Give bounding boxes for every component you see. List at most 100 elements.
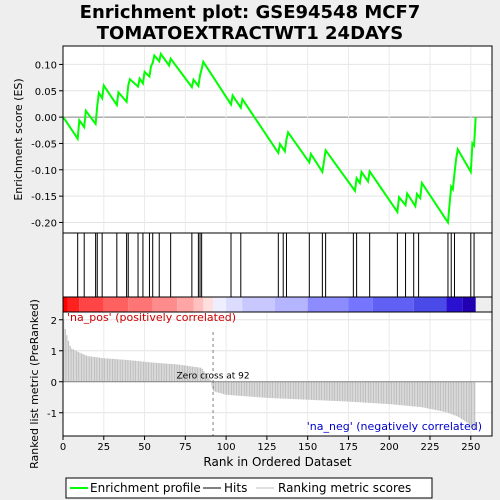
ranking-metric-bar: [157, 362, 159, 382]
rank-color-bar-segment: [446, 297, 463, 312]
ranking-metric-bar: [97, 357, 99, 382]
ranking-metric-bar: [390, 381, 393, 405]
ranking-metric-bar: [323, 381, 326, 401]
ranking-metric-bar: [283, 381, 285, 399]
ranking-metric-bar: [129, 360, 132, 382]
ranking-metric-bar: [191, 366, 194, 382]
ranking-metric-bar: [284, 381, 287, 399]
rank-color-bar-segment: [152, 297, 178, 312]
ranking-metric-bar: [173, 364, 176, 382]
ranking-metric-bar: [262, 381, 264, 398]
ranking-metric-bar: [335, 381, 337, 402]
rank-color-bar-segment: [213, 297, 227, 312]
ranking-metric-bar: [384, 381, 386, 404]
es-axis-label: Enrichment score (ES): [12, 78, 25, 200]
rank-color-bar-segment: [413, 297, 447, 312]
ranking-metric-bar: [111, 358, 114, 382]
ranking-metric-bar: [208, 377, 210, 382]
ranking-metric-bar: [363, 381, 365, 403]
ranking-metric-bar: [379, 381, 381, 404]
ranking-metric-bar: [459, 381, 461, 419]
ranking-metric-bar: [253, 381, 256, 397]
ranking-metric-bar: [133, 360, 135, 382]
ranking-metric-bar: [279, 381, 282, 399]
ranking-metric-bar: [330, 381, 332, 401]
ranking-metric-bar: [309, 381, 311, 400]
ranking-metric-bar: [98, 357, 101, 382]
ranking-metric-bar: [343, 381, 345, 402]
x-tick-label: 200: [380, 442, 399, 453]
ranking-metric-bar: [263, 381, 265, 398]
ranking-metric-bar: [289, 381, 291, 399]
ranking-metric-bar: [449, 381, 451, 414]
ranking-metric-bar: [113, 358, 115, 382]
rank-color-bar-segment: [275, 297, 308, 312]
rank-color-bar-segment: [193, 297, 204, 312]
ranking-metric-bar: [190, 366, 192, 382]
ranking-metric-bar: [423, 381, 425, 408]
ranking-metric-bar: [403, 381, 406, 406]
x-tick-label: 100: [217, 442, 236, 453]
ranking-metric-bar: [310, 381, 313, 400]
ranking-metric-bar: [436, 381, 438, 411]
ranking-metric-bar: [90, 356, 92, 382]
ranking-metric-bar: [266, 381, 269, 398]
ranking-metric-bar: [457, 381, 459, 417]
rank-tick-label: -1: [47, 409, 57, 420]
ranking-metric-bar: [221, 381, 223, 394]
ranking-metric-bar: [136, 360, 138, 382]
ranking-metric-bar: [456, 381, 458, 417]
title-line-2: TOMATOEXTRACTWT1 24DAYS: [96, 23, 404, 44]
ranking-metric-bar: [425, 381, 427, 408]
ranking-metric-bar: [64, 329, 66, 382]
ranking-metric-bar: [312, 381, 314, 400]
ranking-metric-bar: [322, 381, 324, 401]
neg-correlated-label: 'na_neg' (negatively correlated): [307, 420, 482, 433]
ranking-metric-bar: [385, 381, 388, 404]
x-tick-label: 175: [339, 442, 358, 453]
ranking-metric-bar: [195, 367, 197, 382]
ranking-metric-bar: [281, 381, 283, 399]
ranking-metric-bar: [421, 381, 424, 408]
ranking-metric-bar: [100, 357, 102, 382]
ranking-metric-bar: [185, 365, 187, 382]
x-tick-label: 75: [179, 442, 192, 453]
ranking-metric-bar: [67, 340, 70, 382]
ranking-metric-bar: [229, 381, 231, 396]
ranking-metric-bar: [271, 381, 274, 399]
ranking-metric-bar: [428, 381, 430, 409]
ranking-metric-bar: [444, 381, 446, 412]
ranking-metric-bar: [142, 361, 145, 382]
ranking-metric-bar: [160, 363, 163, 382]
ranking-metric-bar: [462, 381, 464, 421]
ranking-metric-bar: [314, 381, 316, 401]
ranking-metric-bar: [418, 381, 420, 407]
ranking-metric-bar: [120, 359, 122, 382]
ranking-metric-bar: [341, 381, 344, 402]
hits-panel-bg: [63, 233, 492, 297]
rank-color-bar-segment: [348, 297, 373, 312]
ranking-metric-bar: [260, 381, 262, 398]
ranking-metric-bar: [204, 373, 207, 382]
ranking-metric-bar: [364, 381, 366, 403]
ranking-metric-bar: [182, 365, 184, 382]
ranking-metric-bar: [399, 381, 401, 406]
ranking-metric-bar: [392, 381, 394, 405]
ranking-metric-bar: [407, 381, 409, 406]
ranking-metric-bar: [219, 381, 221, 394]
ranking-metric-bar: [151, 362, 153, 382]
ranking-metric-bar: [325, 381, 327, 401]
ranking-metric-bar: [461, 381, 463, 420]
ranking-metric-bar: [351, 381, 353, 402]
es-tick-label: 0.10: [35, 60, 57, 71]
ranking-metric-bar: [377, 381, 380, 404]
ranking-metric-bar: [82, 354, 84, 382]
ranking-metric-bar: [338, 381, 340, 402]
ranking-metric-bar: [89, 356, 91, 382]
ranking-metric-bar: [258, 381, 260, 398]
ranking-metric-bar: [415, 381, 417, 407]
ranking-metric-bar: [188, 366, 190, 382]
ranking-metric-bar: [340, 381, 342, 402]
ranking-metric-bar: [209, 380, 212, 382]
